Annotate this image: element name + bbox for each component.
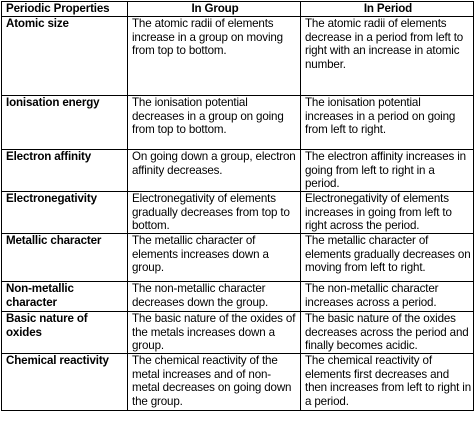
table-row: Chemical reactivity The chemical reactiv…: [1, 353, 474, 411]
period-cell: The non-metallic character increases acr…: [300, 281, 474, 312]
table-row: Electron affinity On going down a group,…: [1, 149, 474, 192]
header-row: Periodic Properties In Group In Period: [1, 1, 474, 17]
group-cell: The non-metallic character decreases dow…: [127, 281, 301, 312]
period-cell: The chemical reactivity of elements firs…: [300, 353, 474, 411]
table-row: Ionisation energy The ionisation potenti…: [1, 95, 474, 150]
period-cell: The metallic character of elements gradu…: [300, 233, 474, 282]
table-row: Atomic size The atomic radii of elements…: [1, 16, 474, 96]
group-cell: The metallic character of elements incre…: [127, 233, 301, 282]
property-cell: Atomic size: [1, 16, 128, 96]
group-cell: The atomic radii of elements increase in…: [127, 16, 301, 96]
table-row: Metallic character The metallic characte…: [1, 233, 474, 282]
group-cell: The basic nature of the oxides of the me…: [127, 311, 301, 354]
property-cell: Chemical reactivity: [1, 353, 128, 411]
property-cell: Basic nature of oxides: [1, 311, 128, 354]
property-cell: Ionisation energy: [1, 95, 128, 150]
property-cell: Non-metallic character: [1, 281, 128, 312]
header-in-period: In Period: [300, 1, 474, 17]
table-row: Electronegativity Electronegativity of e…: [1, 191, 474, 234]
periodic-properties-table: Periodic Properties In Group In Period A…: [1, 1, 474, 411]
group-cell: On going down a group, electron affinity…: [127, 149, 301, 192]
period-cell: The electron affinity increases in going…: [300, 149, 474, 192]
header-periodic-properties: Periodic Properties: [1, 1, 128, 17]
header-in-group: In Group: [127, 1, 301, 17]
table-row: Basic nature of oxides The basic nature …: [1, 311, 474, 354]
period-cell: The ionisation potential increases in a …: [300, 95, 474, 150]
period-cell: Electronegativity of elements increases …: [300, 191, 474, 234]
property-cell: Electron affinity: [1, 149, 128, 192]
group-cell: The ionisation potential decreases in a …: [127, 95, 301, 150]
property-cell: Metallic character: [1, 233, 128, 282]
group-cell: Electronegativity of elements gradually …: [127, 191, 301, 234]
property-cell: Electronegativity: [1, 191, 128, 234]
period-cell: The basic nature of the oxides decreases…: [300, 311, 474, 354]
period-cell: The atomic radii of elements decrease in…: [300, 16, 474, 96]
table-row: Non-metallic character The non-metallic …: [1, 281, 474, 312]
group-cell: The chemical reactivity of the metal inc…: [127, 353, 301, 411]
